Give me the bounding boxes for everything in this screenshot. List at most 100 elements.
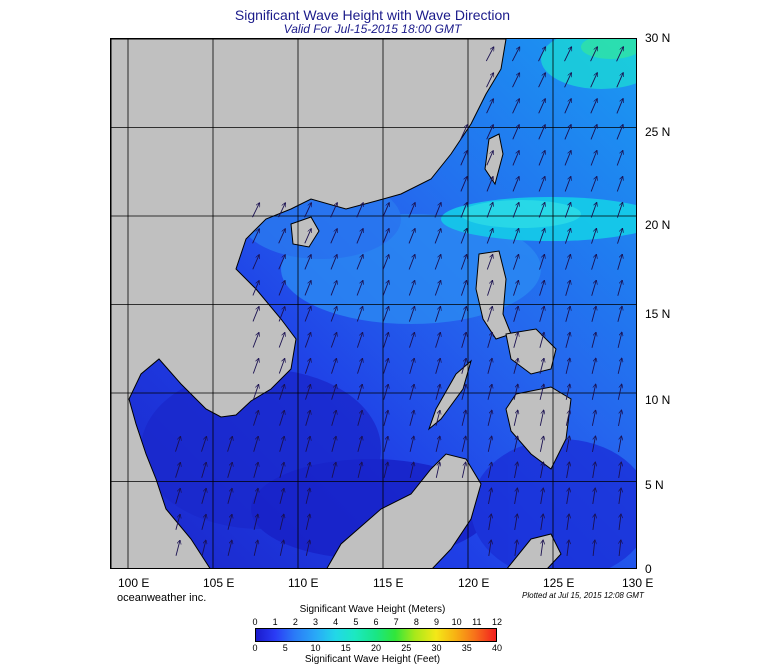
wave-direction-arrow <box>486 73 494 88</box>
wave-direction-arrow <box>434 203 441 218</box>
wave-direction-arrow <box>618 436 622 452</box>
wave-direction-arrow <box>201 540 206 556</box>
wave-direction-arrow <box>487 358 492 374</box>
wave-direction-arrow <box>539 280 545 296</box>
wave-direction-arrow <box>330 333 336 348</box>
colorbar-title-feet: Significant Wave Height (Feet) <box>304 654 441 665</box>
wave-direction-arrow <box>514 488 518 504</box>
colorbar-feet-tick: 10 <box>310 643 321 653</box>
wave-direction-arrow <box>382 281 389 296</box>
wave-direction-arrow <box>227 462 233 478</box>
wave-direction-arrow <box>253 410 259 426</box>
wave-direction-arrow <box>565 410 569 426</box>
wave-direction-arrow <box>175 436 181 452</box>
wave-direction-arrow <box>383 358 389 374</box>
wave-direction-arrow <box>330 229 337 244</box>
wave-direction-arrow <box>357 410 362 426</box>
wave-direction-arrow <box>540 488 544 504</box>
wave-direction-arrow <box>564 177 571 192</box>
lat-label-30n: 30 N <box>645 31 671 45</box>
wave-direction-arrow <box>616 151 623 166</box>
wave-direction-arrow <box>305 488 310 504</box>
wave-direction-arrow <box>331 410 337 426</box>
wave-direction-arrow <box>617 254 623 270</box>
wave-direction-arrow <box>331 358 337 374</box>
colorbar-feet-tick: 30 <box>431 643 442 653</box>
wave-direction-arrow <box>408 281 414 296</box>
wave-direction-arrow <box>356 203 363 218</box>
wave-direction-arrow <box>590 99 597 114</box>
wave-direction-arrow <box>565 306 570 322</box>
wave-direction-arrow <box>513 358 518 374</box>
wave-direction-arrow <box>539 254 545 270</box>
lon-label-120e: 120 E <box>458 576 490 590</box>
wave-direction-arrow <box>460 255 466 270</box>
wave-direction-arrow <box>461 384 466 400</box>
wave-direction-arrow <box>590 203 596 218</box>
wave-direction-arrow <box>593 514 595 530</box>
wave-direction-arrow <box>512 151 519 166</box>
wave-direction-arrow <box>435 358 441 374</box>
wave-direction-arrow <box>175 462 181 478</box>
wave-direction-arrow <box>486 203 493 218</box>
wave-direction-arrow <box>566 462 570 478</box>
wave-direction-arrow <box>278 255 285 270</box>
wave-direction-arrow <box>590 125 597 140</box>
wave-direction-arrow <box>619 540 621 557</box>
wave-direction-arrow <box>278 359 284 374</box>
wave-direction-arrow <box>461 436 466 452</box>
wave-direction-arrow <box>435 462 439 478</box>
wave-direction-arrow <box>330 255 337 270</box>
colorbar-meter-tick: 9 <box>433 617 440 627</box>
graticule <box>111 39 636 568</box>
taiwan-island <box>484 133 504 186</box>
wave-direction-arrow <box>409 462 414 478</box>
wave-direction-arrow <box>486 151 493 166</box>
sulawesi-island <box>506 533 562 568</box>
wave-direction-arrow <box>538 203 545 218</box>
wave-direction-arrow <box>487 462 491 478</box>
wave-direction-arrow <box>617 358 622 374</box>
wave-direction-arrow <box>461 462 465 478</box>
wave-direction-arrow <box>304 333 310 348</box>
wave-direction-arrow <box>487 306 493 322</box>
colorbar <box>255 628 497 642</box>
wave-direction-arrow <box>227 514 232 530</box>
colorbar-meter-tick: 8 <box>413 617 419 627</box>
wave-direction-arrow <box>590 177 597 192</box>
colorbar-meter-tick: 3 <box>312 617 319 627</box>
wave-direction-arrow <box>616 47 624 62</box>
wave-direction-arrow <box>515 540 517 556</box>
wave-direction-arrow <box>591 332 596 348</box>
wave-direction-arrow <box>488 514 492 530</box>
colorbar-meter-tick: 1 <box>272 617 278 627</box>
wave-direction-arrow <box>564 228 570 244</box>
wave-direction-arrow <box>356 332 362 348</box>
wave-direction-arrow <box>513 280 519 296</box>
wave-direction-arrow <box>514 462 518 478</box>
wave-direction-arrow <box>252 203 260 218</box>
wave-direction-arrow <box>279 410 285 426</box>
wave-direction-arrow <box>331 436 336 452</box>
colorbar-meter-tick: 12 <box>491 617 503 627</box>
wave-direction-arrow <box>512 73 520 88</box>
wave-direction-arrow <box>488 540 491 556</box>
wave-direction-arrow <box>512 229 518 244</box>
wave-direction-arrow <box>356 281 363 296</box>
lat-label-0: 0 <box>645 562 652 576</box>
mindanao-island <box>505 386 572 470</box>
wave-direction-arrow <box>434 229 441 244</box>
wave-direction-arrow <box>460 125 468 140</box>
wave-direction-arrow <box>357 384 363 400</box>
wave-direction-arrow <box>383 332 389 348</box>
lat-label-10n: 10 N <box>645 393 671 407</box>
colorbar-meter-tick: 2 <box>292 617 298 627</box>
wave-direction-arrow <box>382 255 389 270</box>
wave-direction-arrow <box>330 203 338 218</box>
wave-direction-arrow <box>279 488 284 504</box>
lon-label-115e: 115 E <box>373 576 404 590</box>
wave-direction-arrow <box>539 306 545 322</box>
wave-direction-arrow <box>304 281 311 296</box>
wave-direction-arrow <box>175 540 180 556</box>
wave-direction-arrow <box>409 384 414 400</box>
